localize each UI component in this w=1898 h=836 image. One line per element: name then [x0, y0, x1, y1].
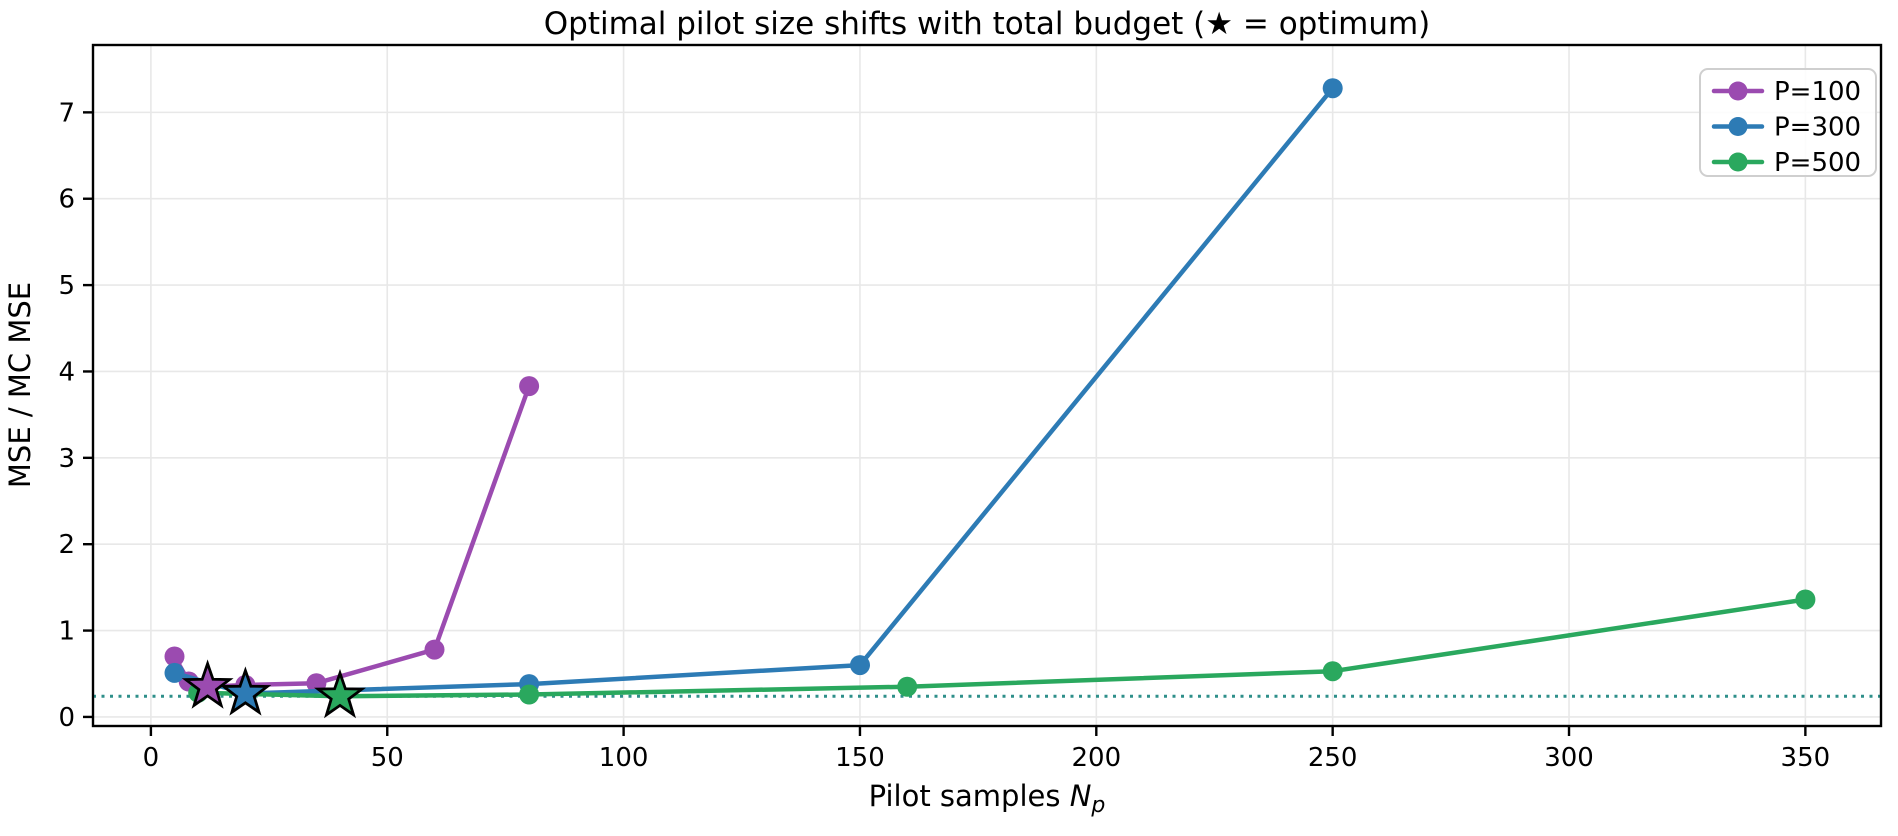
- x-axis-label-prefix: Pilot samples: [869, 779, 1061, 813]
- x-axis-label-sub: p: [1090, 793, 1105, 818]
- x-tick-label: 100: [599, 743, 649, 773]
- series-layer: [164, 78, 1816, 707]
- y-tick-label: 2: [58, 530, 75, 560]
- legend-item-label: P=500: [1774, 148, 1861, 178]
- chart-title: Optimal pilot size shifts with total bud…: [544, 6, 1431, 42]
- series-line-P-500: [195, 597, 1808, 699]
- y-tick-label: 3: [58, 444, 75, 474]
- x-tick-label: 50: [371, 743, 404, 773]
- y-axis-label: MSE / MC MSE: [3, 282, 37, 488]
- y-tick-label: 0: [58, 703, 75, 733]
- data-point-P-100: [164, 646, 185, 667]
- optimum-star-P-500: [314, 668, 367, 719]
- data-point-P-100: [424, 639, 445, 660]
- y-tick-label: 7: [58, 98, 75, 128]
- x-tick-label: 150: [835, 743, 885, 773]
- data-point-P-300: [850, 655, 870, 676]
- gridlines: [93, 45, 1881, 726]
- x-tick-label: 250: [1308, 743, 1358, 773]
- x-axis-label: Pilot samples Np: [869, 779, 1106, 818]
- data-point-P-300: [1322, 78, 1343, 99]
- plot-spines: [91, 43, 1883, 728]
- y-tick-label: 1: [58, 617, 75, 647]
- x-tick-label: 300: [1544, 743, 1594, 773]
- data-point-P-500: [1322, 661, 1343, 682]
- x-tick-label: 0: [143, 743, 160, 773]
- axes-layer: 0 50 100 150 200 250 300 350 0 1 2 3 4 5 6 7: [58, 43, 1883, 773]
- data-point-P-300: [164, 662, 185, 683]
- legend-marker-dot: [1728, 152, 1748, 172]
- legend-marker-dot: [1728, 81, 1748, 101]
- series-line-P-100: [172, 383, 532, 689]
- y-tick-label: 4: [58, 357, 75, 387]
- x-tick-label: 200: [1071, 743, 1121, 773]
- legend-item-label: P=300: [1774, 113, 1861, 143]
- x-axis-label-var: N: [1070, 779, 1092, 813]
- x-tick-label: 350: [1781, 743, 1831, 773]
- y-tick-label: 5: [58, 271, 75, 301]
- data-point-P-100: [519, 376, 540, 397]
- optimum-stars-layer: [181, 659, 367, 719]
- y-tick-label: 6: [58, 185, 75, 215]
- series-line-P-300: [172, 85, 1335, 696]
- legend-marker-dot: [1728, 117, 1748, 136]
- legend: P=100 P=300 P=500: [1699, 68, 1877, 178]
- data-point-P-500: [897, 676, 918, 697]
- data-point-P-500: [519, 684, 540, 705]
- legend-item-label: P=100: [1774, 77, 1861, 107]
- data-point-P-500: [1795, 589, 1816, 610]
- optimum-star-P-100: [181, 659, 234, 709]
- optimum-star-P-300: [219, 666, 272, 716]
